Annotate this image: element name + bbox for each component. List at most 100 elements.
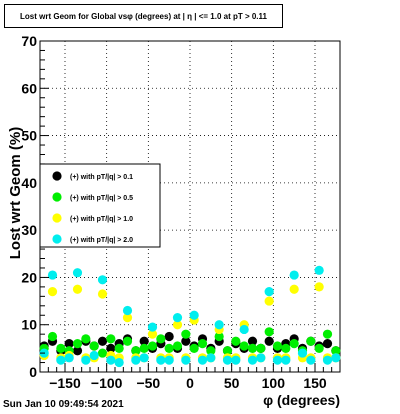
legend-marker — [52, 213, 62, 223]
data-point — [281, 355, 291, 365]
data-point — [139, 343, 149, 353]
data-point — [222, 355, 233, 365]
data-point — [297, 348, 308, 358]
data-point — [89, 350, 99, 361]
timestamp: Sun Jan 10 09:49:54 2021 — [3, 399, 124, 410]
data-point — [264, 336, 274, 346]
data-point — [89, 341, 99, 351]
x-tick-label: −150 — [49, 375, 81, 391]
data-point — [256, 353, 266, 363]
data-point — [289, 270, 299, 280]
y-tick-label: 30 — [21, 222, 37, 238]
data-point — [114, 343, 124, 353]
data-point — [256, 343, 266, 353]
x-axis-label: φ (degrees) — [263, 392, 340, 408]
data-point — [97, 275, 108, 285]
data-point — [139, 353, 149, 363]
data-point — [314, 343, 324, 353]
data-point — [156, 355, 166, 365]
data-point — [314, 265, 324, 275]
data-point — [72, 346, 83, 356]
data-point — [197, 355, 208, 365]
data-point — [122, 313, 133, 323]
y-axis-label: Lost wrt Geom (%) — [7, 127, 24, 260]
data-point — [306, 355, 316, 365]
data-point — [181, 355, 191, 365]
data-point — [97, 336, 108, 346]
data-point — [189, 343, 199, 353]
data-point — [264, 327, 274, 337]
data-point — [147, 329, 158, 339]
data-point — [172, 313, 183, 323]
data-point — [81, 334, 91, 344]
legend-label: (+) with pT/|q| > 1.0 — [70, 216, 133, 223]
data-point — [106, 343, 116, 353]
data-point — [306, 336, 316, 346]
data-point — [164, 331, 174, 342]
data-point — [72, 339, 83, 349]
chart-title-box: Lost wrt Geom for Global vsφ (degrees) a… — [4, 4, 283, 28]
data-point — [197, 339, 208, 349]
data-point — [47, 287, 58, 297]
x-tick-label: −100 — [91, 375, 123, 391]
data-point — [264, 287, 274, 297]
data-point — [172, 320, 183, 330]
x-tick-label: 50 — [224, 375, 240, 391]
data-point — [72, 284, 83, 294]
data-point — [122, 305, 133, 316]
data-point — [172, 341, 183, 351]
data-point — [139, 336, 149, 346]
data-point — [56, 355, 66, 365]
legend-marker — [52, 171, 62, 181]
data-point — [189, 310, 199, 320]
legend-marker — [52, 192, 62, 202]
x-tick-label: −50 — [136, 375, 160, 391]
data-point — [131, 355, 141, 365]
data-point — [156, 334, 166, 344]
data-point — [239, 341, 249, 351]
y-tick-label: 10 — [21, 317, 37, 333]
data-point — [214, 331, 224, 342]
data-point — [164, 355, 174, 365]
data-point — [56, 343, 66, 353]
data-point — [272, 341, 283, 351]
data-point — [331, 346, 341, 356]
data-point — [247, 336, 258, 346]
data-point — [97, 289, 108, 299]
data-point — [181, 336, 191, 346]
data-markers — [39, 265, 341, 368]
data-point — [206, 346, 216, 356]
legend: (+) with pT/|q| > 0.1 (+) with pT/|q| > 0… — [39, 163, 161, 248]
data-point — [47, 270, 58, 280]
x-tick-label: 150 — [303, 375, 327, 391]
data-point — [181, 329, 191, 339]
data-point — [322, 339, 333, 349]
data-point — [322, 329, 333, 339]
legend-label: (+) with pT/|q| > 0.1 — [70, 174, 133, 181]
chart-title: Lost wrt Geom for Global vsφ (degrees) a… — [20, 11, 267, 21]
data-point — [289, 339, 299, 349]
data-point — [264, 296, 274, 306]
y-tick-label: 50 — [21, 128, 37, 144]
legend-label: (+) with pT/|q| > 2.0 — [70, 237, 133, 244]
data-point — [47, 331, 58, 342]
data-point — [231, 355, 241, 365]
data-point — [231, 336, 241, 346]
axes: −150 −100 −50 0 50 100 150 0 10 20 30 40 50 60 70 — [21, 33, 341, 391]
data-point — [147, 341, 158, 351]
y-tick-label: 40 — [21, 175, 37, 191]
data-point — [289, 284, 299, 294]
data-point — [81, 355, 91, 365]
data-point — [247, 343, 258, 353]
data-point — [272, 355, 283, 365]
data-point — [214, 320, 224, 330]
x-tick-label: 0 — [186, 375, 194, 391]
data-point — [64, 353, 74, 363]
data-point — [97, 348, 108, 358]
data-point — [314, 282, 324, 292]
y-tick-label: 20 — [21, 269, 37, 285]
data-point — [247, 355, 258, 365]
x-tick-label: 100 — [262, 375, 286, 391]
data-point — [331, 353, 341, 363]
